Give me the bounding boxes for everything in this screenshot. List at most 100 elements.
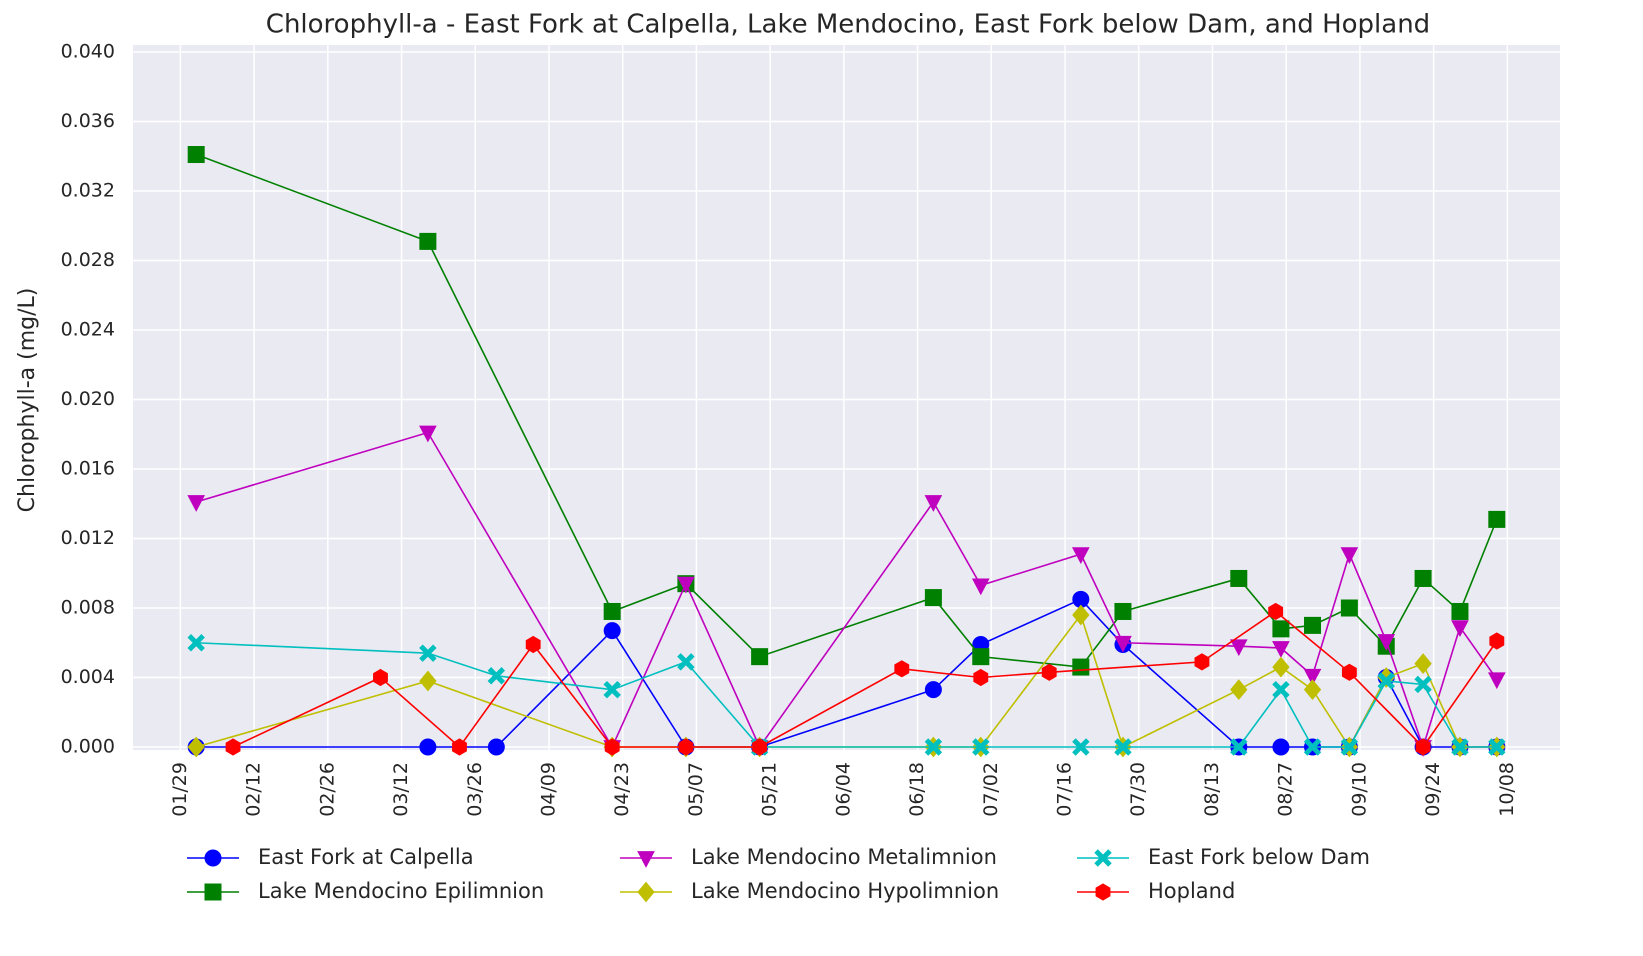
y-tick-label: 0.000 [61,736,115,758]
data-point [752,738,768,756]
data-point [924,738,943,756]
data-point [1340,547,1359,565]
data-point [1041,663,1057,681]
data-point [678,738,694,756]
data-point [1303,738,1322,756]
x-tick-label: 07/02 [980,762,1002,817]
y-axis-label: Chlorophyll-a (mg/L) [15,288,40,513]
x-tick-label: 01/29 [169,762,191,817]
x-tick-label: 03/26 [464,762,486,817]
data-point [1303,668,1322,686]
chart-title: Chlorophyll-a - East Fork at Calpella, L… [266,10,1430,40]
data-point [1272,620,1290,638]
data-point [187,146,205,164]
x-tick-label: 06/04 [832,762,854,817]
data-point [373,668,388,687]
data-point [419,425,437,443]
data-point [1488,738,1506,756]
x-tick-label: 04/09 [537,762,559,817]
data-point [894,660,910,678]
data-point [1272,641,1290,658]
y-tick-label: 0.016 [61,458,115,480]
data-point [972,648,990,666]
series-line [196,598,1497,748]
data-point [1268,602,1284,621]
x-tick-label: 09/24 [1422,762,1444,817]
data-point [603,680,621,699]
data-point [1230,738,1248,756]
data-point [1451,602,1469,620]
data-point [1072,738,1090,756]
data-point [1114,738,1132,756]
data-point [1230,679,1248,701]
data-point [1377,672,1395,690]
y-tick-label: 0.008 [61,597,115,619]
x-tick-label: 05/21 [759,762,781,817]
legend-marker [1095,883,1111,901]
data-point [1072,658,1090,676]
data-point [1272,680,1290,699]
data-point [1414,653,1432,674]
data-point [1272,656,1290,678]
data-point [1414,675,1432,694]
data-point [971,578,990,596]
legend-marker [204,883,222,901]
legend-label: East Fork at Calpella [258,845,474,869]
legend-label: Lake Mendocino Epilimnion [258,879,544,903]
data-point [1303,679,1322,701]
data-point [1340,599,1358,617]
data-point [973,668,989,687]
data-point [452,738,467,756]
data-point [487,738,505,756]
data-point [1230,569,1248,587]
x-tick-label: 02/26 [316,762,338,817]
y-tick-label: 0.020 [61,388,115,410]
legend-marker [637,851,655,868]
data-point [1340,738,1359,756]
legend-label: Lake Mendocino Metalimnion [691,845,997,869]
x-tick-label: 09/10 [1348,762,1370,817]
data-point [187,634,205,652]
y-tick-label: 0.012 [61,527,115,549]
data-point [419,738,437,756]
data-point [924,495,943,512]
data-point [1194,653,1210,671]
data-point [1414,569,1432,587]
x-tick-label: 02/12 [243,762,265,817]
data-point [604,738,620,756]
data-point [1341,663,1357,681]
data-point [1377,634,1396,651]
data-point [1451,738,1469,756]
data-point [419,670,437,692]
x-tick-label: 08/27 [1275,762,1297,817]
legend-label: Lake Mendocino Hypolimnion [691,879,999,903]
data-point [1304,616,1322,634]
data-point [677,576,695,594]
data-point [1229,639,1248,657]
x-tick-label: 10/08 [1496,762,1518,817]
y-tick-label: 0.036 [61,110,115,132]
x-tick-label: 06/18 [906,762,928,817]
legend-marker [637,881,655,903]
data-point [1072,604,1090,626]
x-tick-label: 07/16 [1054,762,1076,817]
data-point [1488,510,1506,528]
data-point [677,653,695,671]
data-point [603,602,621,620]
data-point [972,738,990,756]
y-tick-label: 0.024 [61,319,115,341]
legend-label: East Fork below Dam [1148,845,1370,869]
data-point [487,667,506,685]
data-point [225,738,241,756]
data-point [1114,635,1132,653]
y-tick-label: 0.040 [61,41,115,63]
y-tick-label: 0.004 [61,666,115,688]
plot-area [133,45,1560,750]
data-point [187,736,205,758]
data-point [419,232,437,250]
data-point [751,648,769,666]
data-point [187,495,206,512]
x-tick-label: 03/12 [390,762,412,817]
